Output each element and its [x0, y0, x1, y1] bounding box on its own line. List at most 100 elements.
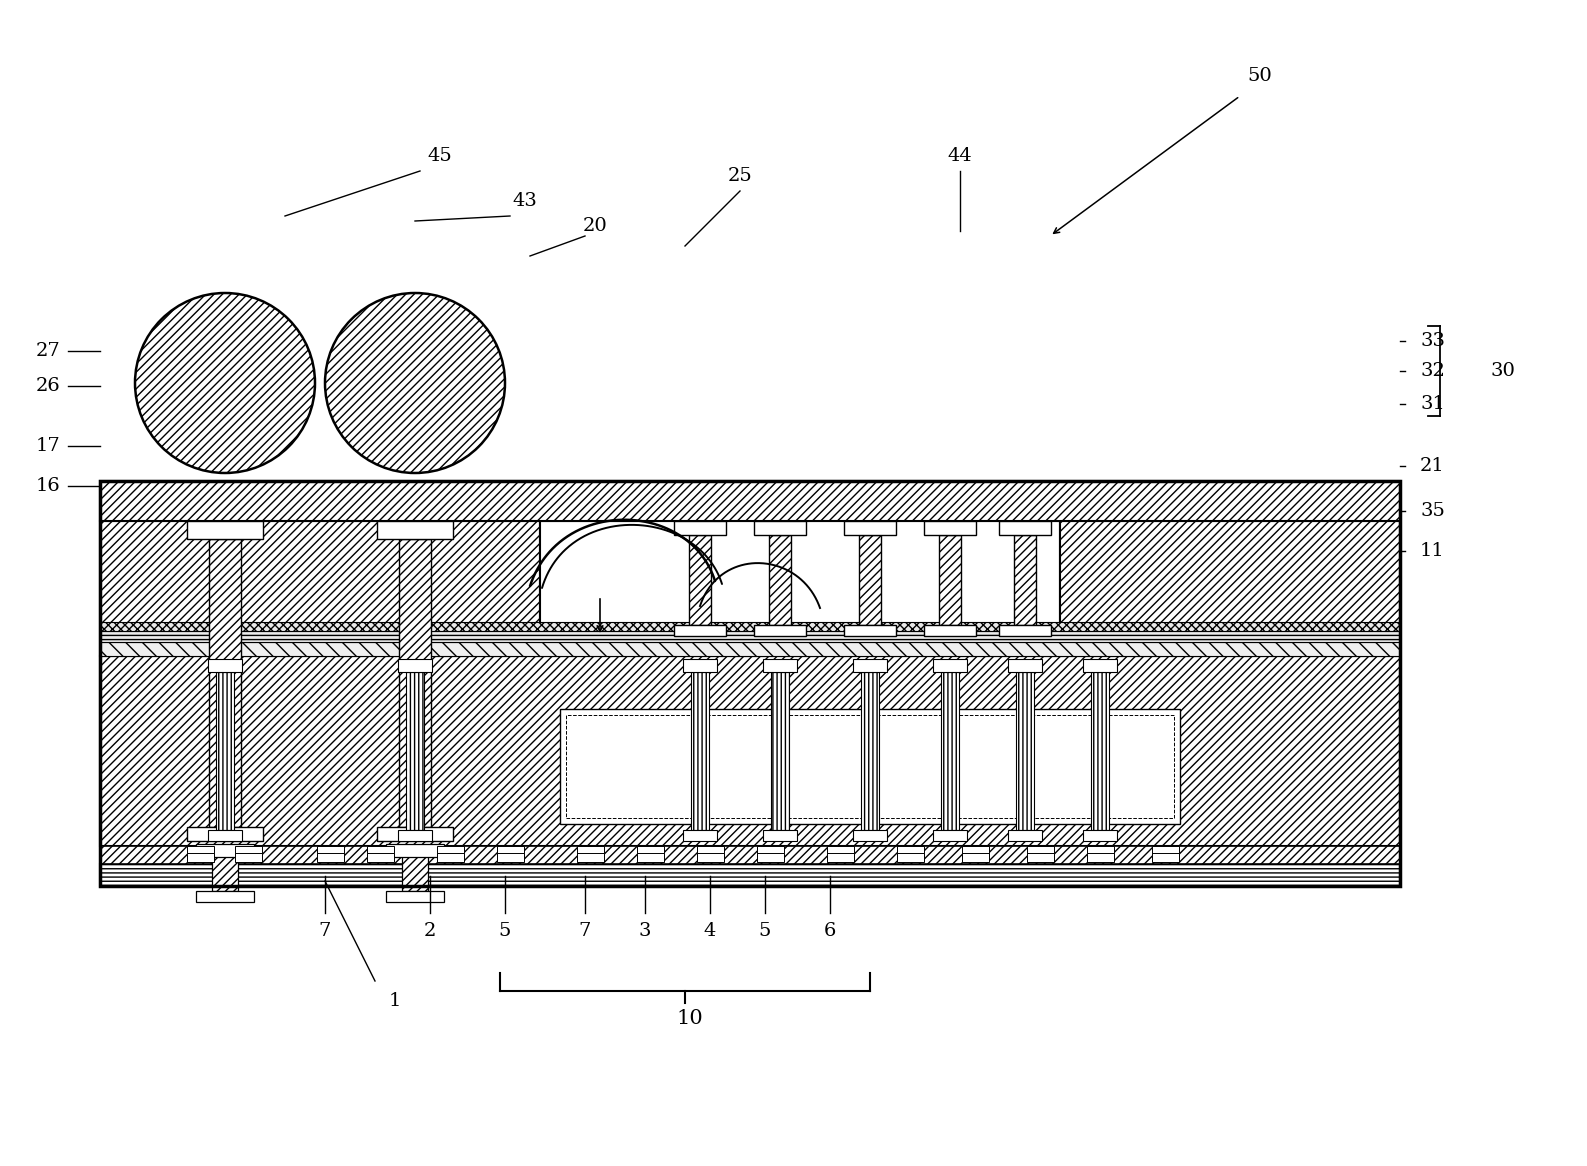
Bar: [213, 847, 238, 891]
Bar: [682, 830, 717, 841]
Bar: [436, 854, 463, 862]
Text: 4: 4: [703, 922, 716, 940]
Bar: [503, 854, 516, 857]
Bar: [324, 854, 336, 857]
Bar: [100, 482, 1400, 886]
Text: 16: 16: [35, 477, 60, 496]
Text: 50: 50: [1247, 66, 1273, 85]
Bar: [940, 535, 962, 625]
Bar: [757, 854, 784, 862]
Bar: [1027, 854, 1054, 862]
Bar: [689, 535, 711, 625]
Bar: [674, 521, 725, 535]
Text: 43: 43: [513, 192, 538, 210]
Bar: [367, 854, 394, 862]
Bar: [933, 830, 966, 841]
Bar: [100, 642, 1400, 656]
Bar: [852, 830, 887, 841]
Bar: [1087, 854, 1114, 862]
Bar: [100, 521, 540, 656]
Bar: [754, 625, 806, 635]
Bar: [100, 631, 1400, 642]
Bar: [443, 854, 457, 857]
Bar: [187, 521, 263, 539]
Bar: [406, 672, 424, 830]
Bar: [576, 847, 603, 857]
Text: 3: 3: [638, 922, 651, 940]
Bar: [924, 521, 976, 535]
Bar: [674, 625, 725, 635]
Bar: [378, 521, 452, 539]
Text: 45: 45: [427, 147, 452, 166]
Bar: [316, 847, 343, 857]
Bar: [378, 827, 452, 841]
Bar: [962, 854, 989, 862]
Bar: [209, 539, 241, 827]
Bar: [933, 659, 966, 672]
Bar: [367, 847, 394, 857]
Bar: [690, 672, 709, 830]
Text: 21: 21: [1420, 457, 1444, 475]
Text: 5: 5: [498, 922, 511, 940]
Text: 17: 17: [35, 437, 60, 455]
Bar: [187, 827, 263, 841]
Bar: [682, 659, 717, 672]
Bar: [1008, 659, 1043, 672]
Text: 44: 44: [947, 147, 973, 166]
Bar: [859, 535, 881, 625]
Bar: [998, 521, 1051, 535]
Bar: [1014, 535, 1036, 625]
Bar: [100, 864, 1400, 886]
Bar: [636, 854, 663, 862]
Bar: [636, 847, 663, 857]
Bar: [833, 854, 846, 857]
Bar: [235, 847, 262, 857]
Bar: [208, 830, 241, 841]
Bar: [1093, 854, 1106, 857]
Bar: [697, 854, 724, 862]
Text: 2: 2: [424, 922, 436, 940]
Bar: [584, 854, 597, 857]
Bar: [373, 854, 387, 857]
Bar: [1152, 854, 1179, 862]
Bar: [497, 854, 524, 862]
Bar: [1060, 521, 1400, 656]
Bar: [567, 715, 1174, 819]
Bar: [763, 830, 797, 841]
Bar: [827, 854, 854, 862]
Bar: [941, 672, 959, 830]
Bar: [398, 539, 432, 827]
Bar: [754, 521, 806, 535]
Bar: [398, 659, 432, 672]
Bar: [576, 854, 603, 862]
Text: 6: 6: [824, 922, 836, 940]
Bar: [763, 854, 776, 857]
Bar: [1027, 847, 1054, 857]
Bar: [1159, 854, 1171, 857]
Bar: [398, 830, 432, 841]
Bar: [968, 854, 981, 857]
Text: 30: 30: [1490, 361, 1516, 380]
Bar: [962, 847, 989, 857]
Bar: [757, 847, 784, 857]
Bar: [235, 854, 262, 862]
Text: 32: 32: [1420, 361, 1444, 380]
Bar: [998, 625, 1051, 635]
Text: 10: 10: [676, 1009, 703, 1027]
Bar: [770, 535, 790, 625]
Bar: [241, 854, 254, 857]
Bar: [643, 854, 657, 857]
Bar: [402, 847, 428, 891]
Bar: [216, 672, 233, 830]
Text: 11: 11: [1420, 542, 1444, 560]
Bar: [771, 672, 789, 830]
Bar: [100, 656, 1400, 847]
Bar: [187, 847, 214, 857]
Bar: [197, 891, 254, 902]
Bar: [1082, 659, 1117, 672]
Text: 7: 7: [579, 922, 592, 940]
Bar: [827, 847, 854, 857]
Bar: [1033, 854, 1046, 857]
Bar: [194, 854, 206, 857]
Bar: [862, 672, 879, 830]
